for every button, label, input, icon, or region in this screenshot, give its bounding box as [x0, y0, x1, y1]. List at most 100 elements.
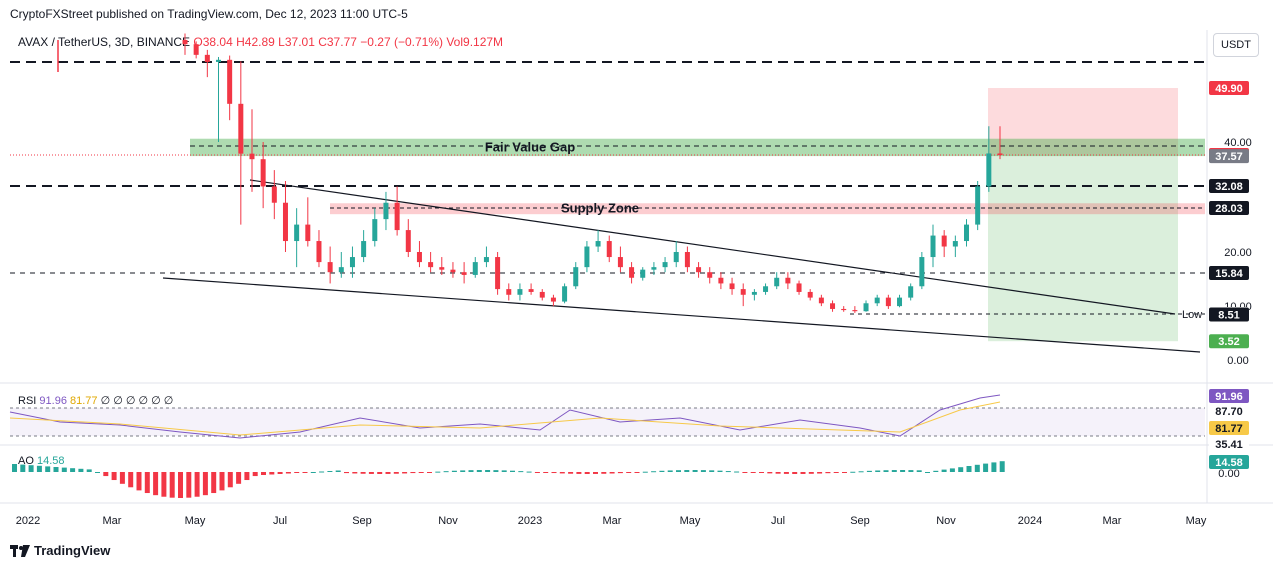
ao-bar	[20, 464, 26, 472]
candle	[986, 126, 992, 192]
candle-body	[294, 224, 300, 242]
x-tick-label: 2024	[1018, 515, 1042, 527]
currency-button[interactable]: USDT	[1213, 33, 1259, 57]
candle	[562, 283, 568, 304]
rsi-axis-label-text: 91.96	[1215, 391, 1243, 403]
price-label: 49.90	[1209, 81, 1249, 95]
candle	[830, 300, 836, 312]
ohlc-open: O38.04	[193, 35, 233, 49]
ao-bar	[476, 470, 482, 472]
candle-body	[305, 224, 311, 242]
candle-body	[629, 267, 635, 278]
candle-body	[506, 289, 512, 295]
ao-bar	[974, 464, 980, 472]
candle-body	[651, 267, 657, 270]
tradingview-logo: TradingView	[10, 543, 110, 558]
symbol-label[interactable]: AVAX / TetherUS, 3D, BINANCE	[18, 35, 191, 49]
candle-body	[740, 289, 746, 295]
candle	[461, 262, 467, 284]
volume: Vol9.127M	[446, 35, 504, 49]
ao-bar	[352, 472, 358, 474]
candle	[495, 252, 501, 295]
candle	[718, 272, 724, 290]
candle	[416, 241, 422, 268]
candle-body	[785, 277, 791, 284]
rsi-ma-line	[9, 401, 1001, 436]
candle-body	[852, 310, 858, 312]
candle	[294, 208, 300, 268]
price-label: 3.52	[1209, 334, 1249, 349]
candle-body	[361, 241, 367, 258]
x-tick-label: 2022	[16, 515, 40, 527]
candle-body	[975, 186, 981, 225]
ao-bar	[875, 470, 881, 472]
rsi-axis-label-text: 35.41	[1215, 439, 1243, 451]
ao-bar	[584, 472, 590, 474]
ao-bar	[949, 468, 955, 472]
price-label: 15.84	[1209, 266, 1249, 280]
candle	[885, 294, 891, 309]
price-label-text: 28.03	[1215, 203, 1243, 215]
ao-bar	[202, 472, 208, 496]
candle	[930, 224, 936, 268]
candle-body	[919, 257, 925, 287]
ao-bar	[161, 472, 167, 497]
candle-body	[428, 262, 434, 268]
ao-label: AO	[18, 455, 34, 467]
candle-body	[964, 224, 970, 242]
candle	[394, 186, 400, 236]
ohlc-change: −0.27 (−0.71%)	[360, 35, 443, 49]
ao-bar	[493, 470, 499, 472]
candle	[964, 219, 970, 247]
ao-bar	[360, 472, 366, 474]
candle-body	[696, 267, 702, 273]
x-tick-label: May	[1186, 515, 1207, 527]
ao-bar	[817, 472, 823, 474]
ao-bar	[858, 471, 864, 473]
candle-body	[439, 267, 445, 270]
candle	[282, 180, 288, 252]
ao-bar	[501, 470, 507, 472]
candle-body	[763, 286, 769, 292]
candle-body	[193, 44, 199, 55]
candle-body	[182, 39, 188, 45]
price-label-bg	[1209, 179, 1249, 193]
candle-body	[562, 286, 568, 302]
ao-bar	[219, 472, 225, 491]
price-label-text: 32.08	[1215, 181, 1243, 193]
x-tick-label: Sep	[850, 515, 870, 527]
candle-body	[662, 262, 668, 268]
ao-bar	[227, 472, 233, 488]
ohlc-close: C37.77	[318, 35, 357, 49]
x-tick-label: Sep	[352, 515, 372, 527]
x-tick-label: Nov	[438, 515, 458, 527]
candle	[573, 262, 579, 290]
fair-value-gap-zone	[190, 138, 1205, 157]
ao-bar	[601, 472, 607, 474]
candle-body	[807, 291, 813, 298]
candle-body	[673, 252, 679, 263]
candle	[595, 230, 601, 252]
rsi-extra: ∅ ∅ ∅ ∅ ∅ ∅	[100, 395, 174, 407]
candle-body	[282, 202, 288, 242]
ao-bar	[95, 472, 100, 473]
wedge-upper-trendline	[249, 179, 1176, 315]
rsi-ma-value: 81.77	[70, 395, 98, 407]
x-tick-label: May	[185, 515, 206, 527]
ao-bar	[194, 472, 200, 497]
ao-bar	[626, 472, 632, 473]
ao-axis-label-text: 14.58	[1215, 457, 1243, 469]
ao-bar	[883, 470, 889, 472]
candle-body	[986, 153, 992, 187]
ao-bar	[61, 467, 67, 472]
ao-bar	[119, 472, 125, 484]
candle-body	[372, 219, 378, 242]
candle-body	[874, 297, 880, 304]
candle-body	[707, 272, 713, 278]
rsi-axis-label-bg	[1209, 404, 1249, 418]
ao-bar	[900, 470, 906, 472]
candle	[227, 55, 233, 121]
ao-zero-label: 0.00	[1218, 468, 1239, 480]
candle-body	[260, 159, 266, 187]
